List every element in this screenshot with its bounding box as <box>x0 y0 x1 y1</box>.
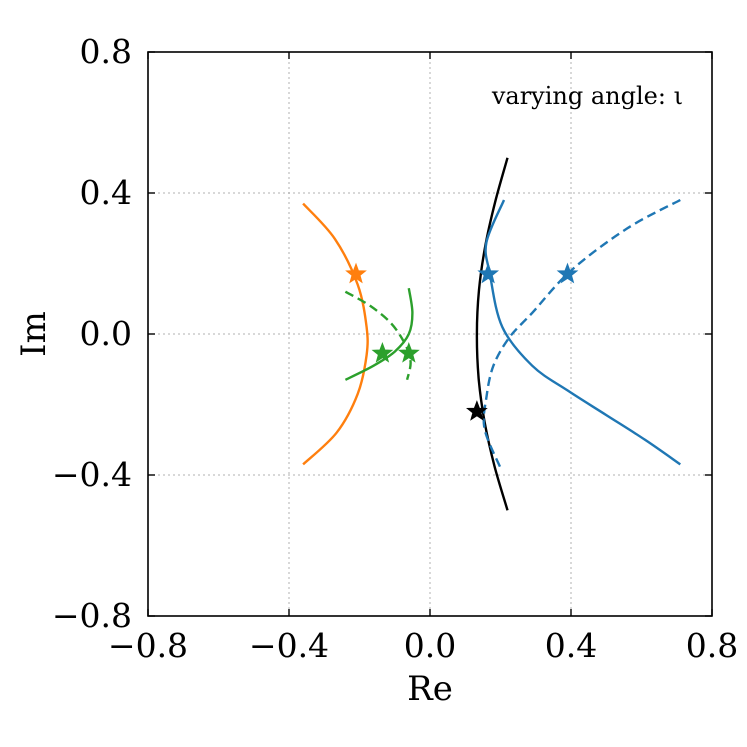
y-tick-label: −0.8 <box>52 596 132 635</box>
series-curve-1 <box>475 157 509 511</box>
plot-frame <box>147 51 713 617</box>
series-curve-5 <box>344 288 414 381</box>
star-marker-2 <box>371 341 394 363</box>
x-tick-label: −0.4 <box>249 626 329 665</box>
y-tick-label: 0.4 <box>80 173 132 212</box>
star-marker-5 <box>477 262 500 284</box>
star-marker-1 <box>345 262 367 284</box>
series-curve-3 <box>482 198 681 469</box>
star-marker-6 <box>556 262 579 284</box>
star-marker-3 <box>397 341 420 363</box>
annotation-text: varying angle: ι <box>491 82 683 110</box>
series-curve-4 <box>302 202 369 466</box>
y-axis-label: Im <box>14 311 54 357</box>
x-tick-label: −0.8 <box>108 626 188 665</box>
x-tick-label: 0.0 <box>404 626 456 665</box>
series-curve-6 <box>344 290 412 381</box>
y-tick-label: 0.0 <box>80 314 132 353</box>
marker-layer <box>345 262 579 421</box>
x-tick-label: 0.8 <box>686 626 738 665</box>
series-layer <box>302 157 681 511</box>
x-axis-label: Re <box>407 669 453 709</box>
x-tick-label: 0.4 <box>545 626 597 665</box>
star-marker-4 <box>466 400 488 421</box>
series-curve-2 <box>484 199 681 466</box>
grid-lines <box>148 52 712 616</box>
y-tick-label: −0.4 <box>52 455 132 494</box>
axis-ticks: −0.8 −0.4 0.0 0.4 0.8 −0.8 −0.4 0.0 0.4 0.8 <box>52 32 738 665</box>
y-tick-label: 0.8 <box>80 32 132 71</box>
